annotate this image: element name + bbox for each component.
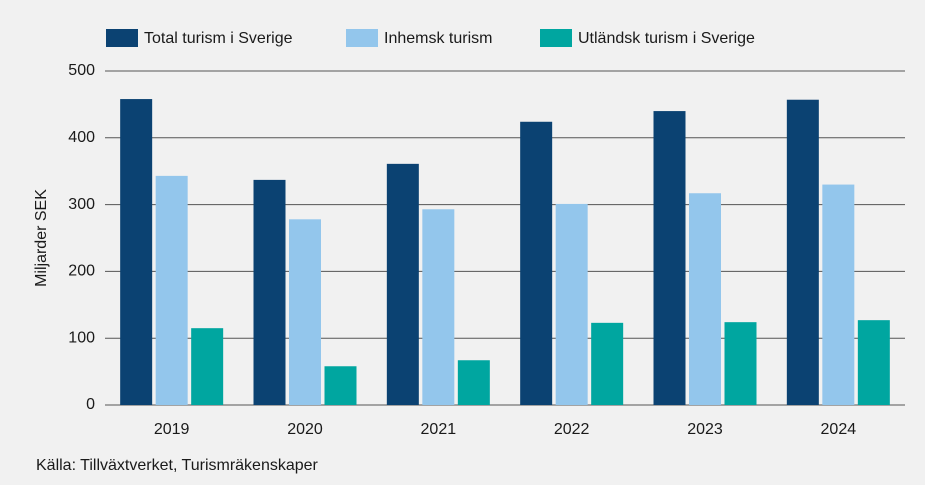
legend-label: Total turism i Sverige (144, 30, 293, 47)
bar (422, 209, 455, 405)
bar (555, 203, 588, 405)
y-axis-label: Miljarder SEK (33, 189, 50, 287)
bar (289, 219, 321, 405)
x-tick-label: 2019 (154, 421, 190, 438)
legend-label: Utländsk turism i Sverige (578, 30, 755, 47)
legend-swatch (106, 29, 138, 47)
legend-swatch (540, 29, 572, 47)
bar (191, 328, 224, 405)
y-tick-label: 100 (68, 329, 95, 346)
legend-label: Inhemsk turism (384, 30, 492, 47)
bar (457, 360, 490, 405)
x-tick-label: 2021 (421, 421, 457, 438)
x-tick-label: 2020 (287, 421, 323, 438)
bar (724, 322, 757, 405)
bar (386, 163, 419, 405)
bar (653, 111, 686, 405)
x-tick-label: 2024 (821, 421, 857, 438)
bar (857, 320, 890, 405)
y-tick-label: 400 (68, 129, 95, 146)
bar (786, 99, 819, 405)
bar (155, 175, 188, 405)
bar (253, 179, 286, 405)
bar (520, 121, 553, 405)
x-tick-label: 2023 (687, 421, 723, 438)
bar (591, 322, 624, 405)
legend-swatch (346, 29, 378, 47)
source: Källa: Tillväxtverket, Turismräkenskaper (36, 457, 319, 474)
bar (822, 184, 855, 405)
y-tick-label: 300 (68, 196, 95, 213)
y-tick-label: 200 (68, 263, 95, 280)
x-tick-label: 2022 (554, 421, 590, 438)
y-tick-label: 500 (68, 62, 95, 79)
y-tick-label: 0 (86, 396, 95, 413)
bar (689, 193, 721, 405)
bar (120, 99, 153, 405)
bar (324, 366, 357, 405)
